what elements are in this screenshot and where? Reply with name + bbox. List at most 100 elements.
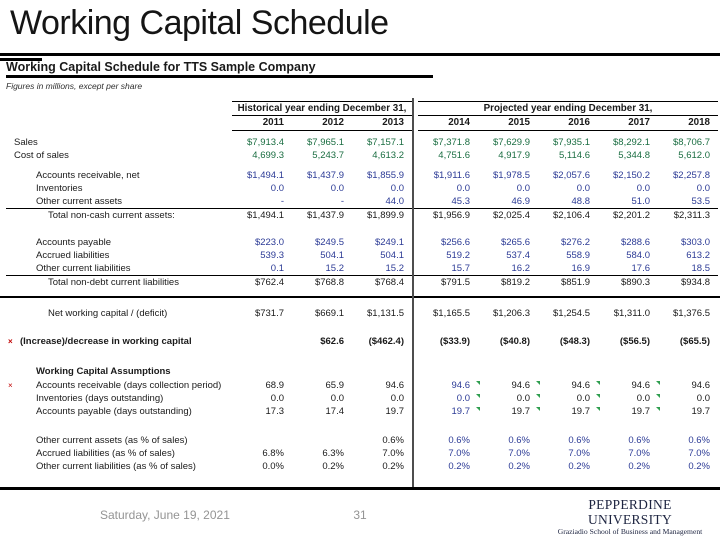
value-cell: 19.7 — [478, 405, 540, 418]
value-cell: ($48.3) — [559, 335, 590, 347]
value-cell: 4,613.2 — [372, 150, 404, 161]
row-label: Inventories (days outstanding) — [36, 392, 164, 404]
table-row: × (Increase)/decrease in working capital $… — [6, 335, 718, 348]
row-label: Accounts payable (days outstanding) — [36, 405, 192, 417]
header-group-row: Historical year ending December 31, Proj… — [6, 101, 718, 116]
value-cell: 16.2 — [511, 263, 531, 274]
value-cell: $762.4 — [254, 277, 284, 288]
value-cell: $1,437.9 — [307, 170, 344, 181]
green-flag-icon — [656, 406, 660, 411]
value-cell — [658, 365, 718, 378]
table-body: Sales $7,913.4 $7,965.1 $7,157.1 $7,371.8 $7,… — [0, 136, 720, 473]
value-cell: $2,150.2 — [613, 170, 650, 181]
value-cell: $934.8 — [680, 277, 710, 288]
years-historical: 2011 2012 2013 — [232, 116, 412, 131]
value-cell: 5,344.8 — [618, 150, 650, 161]
value-cell: 0.0 — [390, 183, 404, 194]
year-label: 2013 — [382, 117, 404, 128]
row-spacer — [6, 348, 718, 365]
value-cell: 7.0% — [382, 447, 404, 459]
value-cell: 0.2% — [688, 460, 710, 472]
value-cell: $7,371.8 — [433, 137, 470, 148]
green-flag-icon — [596, 406, 600, 411]
label-column-spacer — [6, 116, 232, 131]
value-cell: 19.7 — [418, 405, 480, 418]
table-row: Other current assets - - 44.0 45.3 46.9 48.8 51… — [6, 195, 718, 208]
value-cell: 5,243.7 — [312, 150, 344, 161]
value-cell: $2,257.8 — [673, 170, 710, 181]
value-cell: 0.2% — [508, 460, 530, 472]
year-label: 2018 — [688, 117, 710, 128]
value-cell: 0.6% — [628, 434, 650, 446]
value-cell: 19.7 — [598, 405, 660, 418]
year-label: 2014 — [448, 117, 470, 128]
table-row: Accounts receivable, net $1,494.1 $1,437.9… — [6, 169, 718, 182]
value-cell: 0.0 — [696, 392, 710, 404]
row-label: Other current assets (as % of sales) — [36, 434, 188, 446]
page-title: Working Capital Schedule — [10, 4, 389, 42]
value-cell: 19.7 — [538, 405, 600, 418]
value-cell: $791.5 — [440, 277, 470, 288]
value-cell: 0.0 — [418, 392, 480, 405]
value-cell: 519.2 — [446, 250, 470, 261]
historical-projected-divider — [412, 98, 414, 489]
value-cell: $276.2 — [560, 237, 590, 248]
value-cell: 94.6 — [598, 379, 660, 392]
value-cell: 15.7 — [451, 263, 471, 274]
value-cell: 0.6% — [448, 434, 470, 446]
table-row: Inventories (days outstanding) 0.0 0.0 0.0 0… — [6, 392, 718, 405]
value-cell: 19.7 — [691, 405, 711, 417]
value-cell: 45.3 — [451, 196, 471, 207]
row-spacer — [6, 162, 718, 169]
row-label: Accounts receivable, net — [36, 170, 140, 181]
row-label: Other current liabilities — [36, 263, 131, 274]
table-row: Accrued liabilities 539.3 504.1 504.1 519.2 5… — [6, 249, 718, 262]
row-label: Other current assets — [36, 196, 123, 207]
row-label: Accounts payable — [36, 237, 111, 248]
value-cell: $2,025.4 — [493, 210, 530, 221]
footer-divider — [0, 487, 720, 490]
value-cell: 94.6 — [478, 379, 540, 392]
value-cell: $669.1 — [314, 307, 344, 319]
value-cell: 17.6 — [631, 263, 651, 274]
value-cell: 7.0% — [568, 447, 590, 459]
value-cell: $1,437.9 — [307, 210, 344, 221]
green-flag-icon — [596, 380, 600, 385]
value-cell: $1,131.5 — [367, 307, 404, 319]
table-row: Accrued liabilities (as % of sales) 6.8% 6… — [6, 447, 718, 460]
value-cell: 7.0% — [688, 447, 710, 459]
green-flag-icon — [656, 380, 660, 385]
value-cell: 46.9 — [511, 196, 531, 207]
title-divider — [0, 53, 720, 56]
value-cell: $1,978.5 — [493, 170, 530, 181]
sheet-subtitle: Figures in millions, except per share — [6, 81, 143, 91]
value-cell: 539.3 — [260, 250, 284, 261]
value-cell: $1,911.6 — [433, 170, 470, 181]
value-cell: - — [340, 196, 344, 207]
green-flag-icon — [596, 393, 600, 398]
logo-school-name: Graziadio School of Business and Managem… — [557, 527, 703, 536]
years-row: 2011 2012 2013 2014 2015 2016 2017 2018 — [6, 116, 718, 131]
row-label: Accrued liabilities (as % of sales) — [36, 447, 175, 459]
value-cell: 0.6% — [688, 434, 710, 446]
value-cell: $7,629.9 — [493, 137, 530, 148]
value-cell — [292, 434, 352, 447]
value-cell: ($65.5) — [679, 335, 710, 347]
value-cell: 0.1 — [270, 263, 284, 274]
value-cell: 584.0 — [626, 250, 650, 261]
value-cell: ($462.4) — [368, 335, 404, 347]
value-cell: 15.2 — [325, 263, 345, 274]
value-cell: $1,899.9 — [367, 210, 404, 221]
value-cell — [538, 365, 598, 378]
value-cell: $731.7 — [254, 307, 284, 319]
worksheet: Working Capital Schedule for TTS Sample … — [0, 60, 720, 473]
value-cell: 4,751.6 — [438, 150, 470, 161]
table-row: Net working capital / (deficit) $731.7 $66… — [6, 307, 718, 320]
value-cell: 94.6 — [538, 379, 600, 392]
value-cell: 7.0% — [628, 447, 650, 459]
value-cell: 0.0 — [538, 392, 600, 405]
value-cell: $1,376.5 — [673, 307, 710, 319]
value-cell: $249.1 — [374, 237, 404, 248]
value-cell: $1,311.0 — [613, 307, 650, 319]
